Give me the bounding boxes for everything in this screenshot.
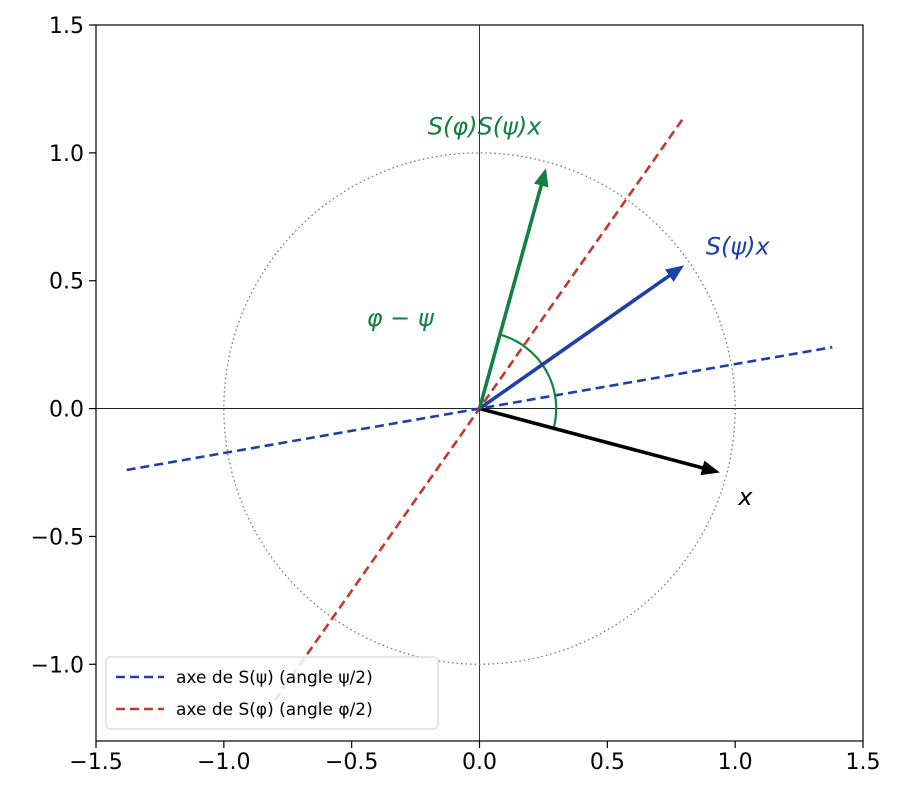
x-tick-label: 0.0 xyxy=(462,750,497,775)
vector-S_phi_S_psi_x xyxy=(477,183,544,410)
unit-circle xyxy=(223,152,736,665)
vector-arrowhead-x xyxy=(700,460,720,476)
y-tick-label: 1.0 xyxy=(49,142,84,167)
y-tick-label: −0.5 xyxy=(31,525,84,550)
x-tick-label: −0.5 xyxy=(325,750,378,775)
angle-arc xyxy=(499,333,558,429)
plot-area: x S(ψ)x S(φ)S(ψ)x φ − ψ xyxy=(96,25,863,741)
y-tick-label: 1.5 xyxy=(49,14,84,39)
label-angle: φ − ψ xyxy=(367,304,435,332)
y-tick-label: −1.0 xyxy=(31,653,84,678)
legend-box xyxy=(105,656,439,730)
y-tick-label: 0.5 xyxy=(49,270,84,295)
x-tick-label: 1.5 xyxy=(846,750,881,775)
vector-S_psi_x xyxy=(478,273,672,411)
legend: axe de S(ψ) (angle ψ/2) axe de S(φ) (angl… xyxy=(105,656,439,730)
vector-x xyxy=(479,406,705,471)
vector-arrowhead-S_psi_x xyxy=(664,265,685,282)
label-s-phi-s-psi-x: S(φ)S(ψ)x xyxy=(428,112,543,140)
vector-arrowhead-S_phi_S_psi_x xyxy=(533,168,549,188)
label-x: x xyxy=(737,483,753,511)
x-tick-label: −1.5 xyxy=(69,750,122,775)
label-s-psi-x: S(ψ)x xyxy=(706,232,771,260)
tick-group: −1.5 −1.0 −0.5 0.0 0.5 1.0 1.5 −1.0 −0.5 0.0 0.5 1.… xyxy=(31,14,881,775)
x-tick-label: −1.0 xyxy=(197,750,250,775)
legend-entry-label: axe de S(ψ) (angle ψ/2) xyxy=(176,668,373,688)
legend-entry-label: axe de S(φ) (angle φ/2) xyxy=(176,700,373,720)
x-tick-label: 1.0 xyxy=(718,750,753,775)
y-tick-label: 0.0 xyxy=(49,398,84,423)
x-tick-label: 0.5 xyxy=(590,750,625,775)
